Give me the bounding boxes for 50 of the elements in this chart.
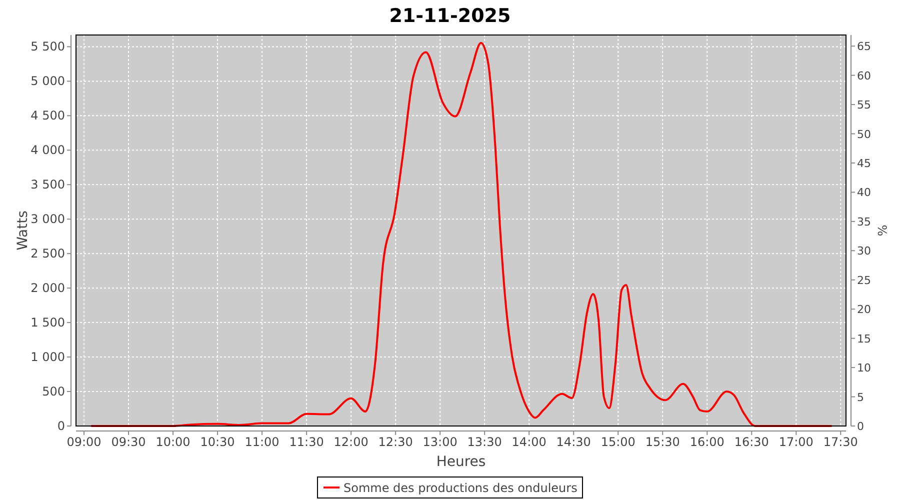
x-axis-title: Heures [436,454,486,470]
x-tick-label: 13:00 [422,435,458,449]
x-tick-label: 13:30 [467,435,502,449]
y-tick-label: 3 500 [30,178,65,192]
x-tick-label: 11:00 [244,435,280,449]
x-tick-label: 11:30 [289,435,324,449]
y2-axis-title: % [875,224,889,236]
x-tick-label: 14:30 [556,435,591,449]
y2-tick-label: 55 [857,98,871,112]
y2-tick-label: 10 [857,362,871,375]
y-tick-label: 2 000 [30,281,65,296]
x-tick-label: 15:30 [645,435,680,449]
x-tick-label: 09:00 [66,435,102,449]
y-tick-label: 500 [42,384,65,399]
y2-tick-label: 0 [857,420,864,433]
y2-tick-label: 40 [857,186,871,200]
y-axis-title: Watts [15,210,31,250]
y2-tick-label: 5 [857,390,864,404]
y2-tick-label: 35 [857,215,871,228]
y-tick-label: 5 500 [30,40,65,54]
x-tick-label: 12:30 [378,435,413,449]
y2-tick-label: 60 [857,69,871,82]
y-tick-label: 0 [57,419,65,433]
y-tick-label: 4 000 [30,143,65,158]
x-tick-label: 17:00 [778,435,814,449]
x-tick-label: 14:00 [512,435,546,449]
y2-tick-label: 30 [857,244,871,258]
y-tick-label: 1 000 [30,350,65,364]
y2-tick-label: 20 [857,303,871,316]
y2-tick-label: 25 [857,274,871,287]
x-tick-label: 17:30 [823,435,858,449]
y2-tick-label: 65 [857,40,871,54]
y2-tick-label: 50 [857,128,871,141]
y-tick-label: 5 000 [30,74,65,88]
chart-title: 21-11-2025 [389,5,511,27]
y-tick-label: 3 000 [30,212,65,226]
legend-label: Somme des productions des onduleurs [344,481,578,495]
x-tick-label: 10:30 [200,435,235,449]
x-tick-label: 12:00 [334,435,368,449]
y2-tick-label: 45 [857,156,871,170]
y-tick-label: 4 500 [30,108,65,123]
x-tick-label: 09:30 [111,435,146,449]
x-tick-label: 10:00 [156,435,190,449]
y2-tick-label: 15 [857,332,871,346]
y-tick-label: 1 500 [30,316,65,330]
y-tick-label: 2 500 [30,246,65,261]
x-tick-label: 16:00 [690,435,724,449]
x-tick-label: 16:30 [734,435,769,449]
line-series [90,42,833,427]
x-tick-label: 15:00 [600,435,636,449]
